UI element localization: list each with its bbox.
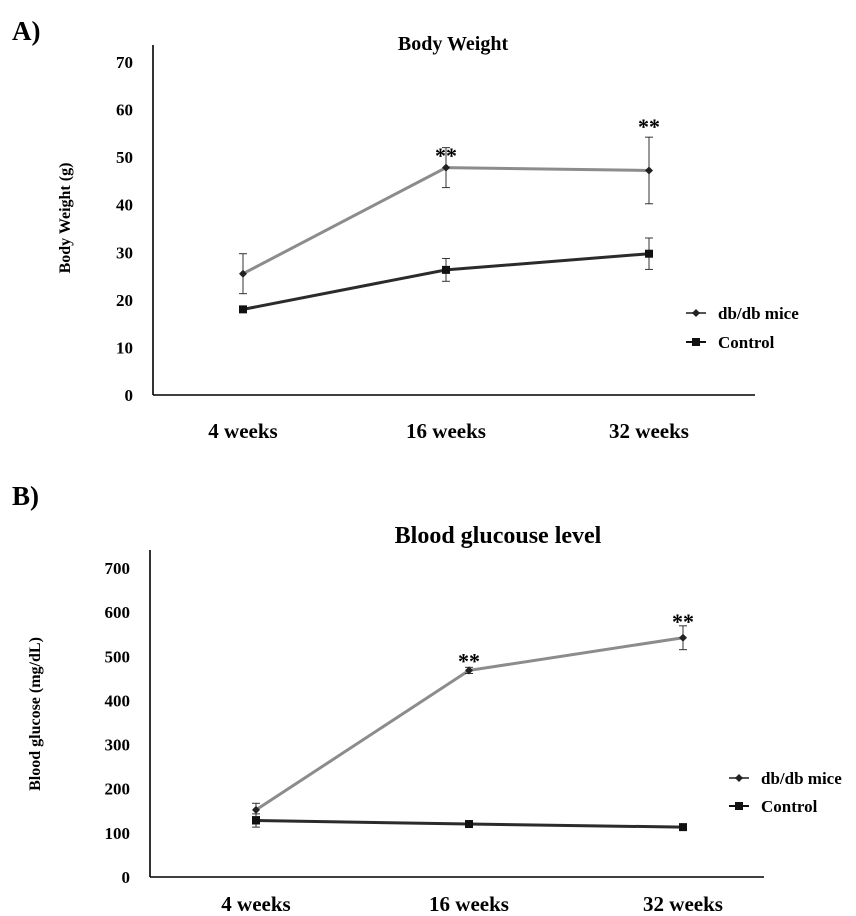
y-tick-label: 30 bbox=[116, 243, 133, 262]
x-tick-label: 16 weeks bbox=[429, 892, 509, 916]
y-tick-label: 300 bbox=[105, 736, 131, 755]
significance-marker: ** bbox=[672, 609, 694, 634]
y-tick-label: 50 bbox=[116, 148, 133, 167]
legend-marker bbox=[692, 309, 700, 317]
data-point bbox=[465, 820, 473, 829]
data-point bbox=[252, 816, 260, 825]
significance-marker: ** bbox=[638, 114, 660, 139]
legend-label: Control bbox=[718, 333, 775, 352]
data-point bbox=[679, 633, 687, 642]
data-point bbox=[239, 269, 247, 278]
data-point bbox=[465, 666, 473, 675]
legend-marker bbox=[692, 338, 700, 346]
chart-panel-b: B) Blood glucouse level 0 100 200 300 400 500 60… bbox=[12, 481, 842, 916]
legend-label: db/db mice bbox=[761, 769, 842, 788]
y-tick-label: 700 bbox=[105, 559, 131, 578]
panel-label: B) bbox=[12, 481, 39, 511]
x-tick-label: 4 weeks bbox=[221, 892, 290, 916]
data-point bbox=[645, 166, 653, 175]
x-tick-label: 32 weeks bbox=[609, 419, 689, 443]
y-tick-label: 60 bbox=[116, 101, 133, 120]
panel-label: A) bbox=[12, 16, 41, 46]
data-point bbox=[645, 249, 653, 258]
legend-marker bbox=[735, 802, 743, 810]
x-tick-label: 16 weeks bbox=[406, 419, 486, 443]
y-axis-label: Blood glucose (mg/dL) bbox=[27, 637, 44, 791]
x-tick-label: 4 weeks bbox=[208, 419, 277, 443]
data-point bbox=[252, 805, 260, 814]
data-point bbox=[442, 265, 450, 274]
legend-label: Control bbox=[761, 797, 818, 816]
y-tick-label: 20 bbox=[116, 291, 133, 310]
chart-title: Body Weight bbox=[398, 33, 509, 55]
data-point bbox=[239, 305, 247, 314]
y-tick-label: 0 bbox=[125, 386, 134, 405]
legend-marker bbox=[735, 774, 743, 782]
chart-title: Blood glucouse level bbox=[395, 523, 602, 549]
y-tick-label: 500 bbox=[105, 647, 131, 666]
data-point bbox=[679, 823, 687, 832]
legend-label: db/db mice bbox=[718, 304, 799, 323]
y-tick-label: 200 bbox=[105, 780, 131, 799]
chart-panel-a: A) Body Weight 0 10 20 30 40 50 60 70 Body Weight … bbox=[12, 16, 799, 443]
y-tick-label: 600 bbox=[105, 603, 131, 622]
y-tick-label: 400 bbox=[105, 691, 131, 710]
y-tick-label: 10 bbox=[116, 338, 133, 357]
y-tick-label: 0 bbox=[122, 868, 131, 887]
x-tick-label: 32 weeks bbox=[643, 892, 723, 916]
y-tick-label: 40 bbox=[116, 196, 133, 215]
data-point bbox=[442, 163, 450, 172]
y-tick-label: 70 bbox=[116, 53, 133, 72]
significance-marker: ** bbox=[458, 649, 480, 674]
y-axis-label: Body Weight (g) bbox=[57, 163, 74, 274]
significance-marker: ** bbox=[435, 143, 457, 168]
y-tick-label: 100 bbox=[105, 824, 131, 843]
